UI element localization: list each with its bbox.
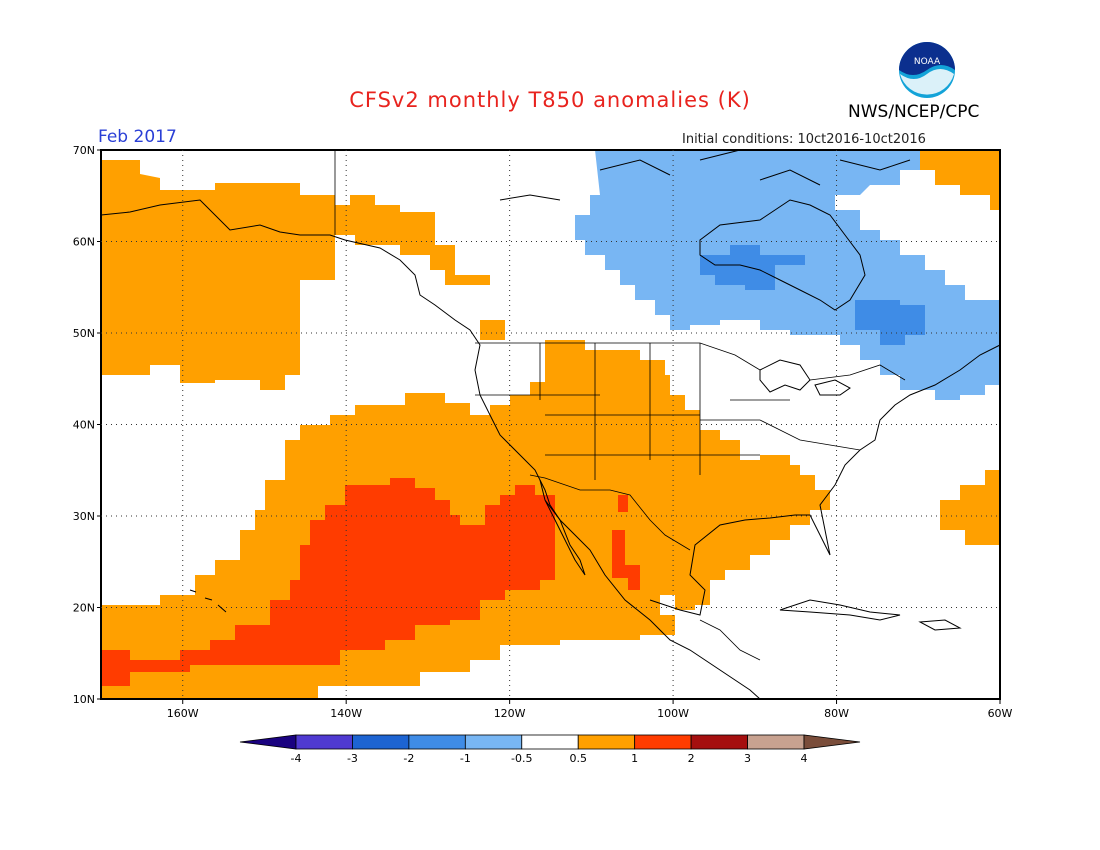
colorbar-label: -0.5 [511,752,532,765]
colorbar-label: -4 [291,752,302,765]
lat-tick-label: 20N [73,602,95,615]
lat-tick-label: 30N [73,510,95,523]
colorbar-box [408,734,466,750]
colorbar-box [295,734,353,750]
coast-hudson [699,199,866,311]
forecast-month: Feb 2017 [98,127,177,147]
colorbar-high-triangle [803,734,861,750]
axis-labels: 10N 20N 30N 40N 50N 60N 70N 160W 140W 120W 100W 80W… [73,144,1013,720]
map-title: CFSv2 monthly T850 anomalies (K) [349,88,751,112]
colorbar-label: 2 [688,752,695,765]
svg-text:NOAA: NOAA [914,57,941,67]
colorbar-box [577,734,636,750]
coast-cuba [779,599,901,621]
colorbar-label: 3 [744,752,751,765]
cold-core-hudson [700,245,805,290]
org-label: NWS/NCEP/CPC [848,102,980,122]
noaa-logo: NOAA [899,42,955,98]
colorbar-label: 0.5 [569,752,587,765]
coast-arctic [499,149,911,201]
warm-area-alaska [101,170,490,390]
coast-baja [539,479,586,576]
lat-tick-label: 40N [73,419,95,432]
lon-tick-label: 80W [824,707,849,720]
strong-warm-core [101,478,555,686]
lat-tick-label: 60N [73,236,95,249]
border-central-america [699,619,761,661]
cold-core-quebec [855,300,925,345]
border-states [475,343,861,480]
colorbar-box [634,734,692,750]
anomaly-fields [101,150,1000,699]
lon-tick-label: 120W [494,707,526,720]
colorbar-label: -2 [403,752,414,765]
colorbar-low-triangle [239,734,297,750]
coast-hawaii [189,589,227,613]
warm-area-atlantic [940,470,1000,545]
lat-tick-label: 70N [73,144,95,157]
lat-tick-label: 50N [73,327,95,340]
colorbar-box [352,734,410,750]
coast-gulf [649,344,1001,616]
colorbar-label: 4 [801,752,808,765]
warm-area-nw-corner [101,160,140,185]
lat-tick-label: 10N [73,693,95,706]
lon-tick-label: 160W [167,707,199,720]
colorbar-box [464,734,523,750]
initial-conditions: Initial conditions: 10ct2016-10ct2016 [682,132,926,147]
lon-tick-label: 60W [988,707,1013,720]
colorbar-label: -3 [347,752,358,765]
colorbar-box [747,734,805,750]
lon-tick-label: 100W [657,707,689,720]
colorbar-box [521,734,579,750]
political-borders [334,150,906,661]
border-us-mexico [529,474,691,551]
colorbar-label: -1 [460,752,471,765]
colorbar-box [690,734,748,750]
colorbar-label: 1 [631,752,638,765]
lon-tick-label: 140W [330,707,362,720]
coast-great-lakes [759,359,851,396]
